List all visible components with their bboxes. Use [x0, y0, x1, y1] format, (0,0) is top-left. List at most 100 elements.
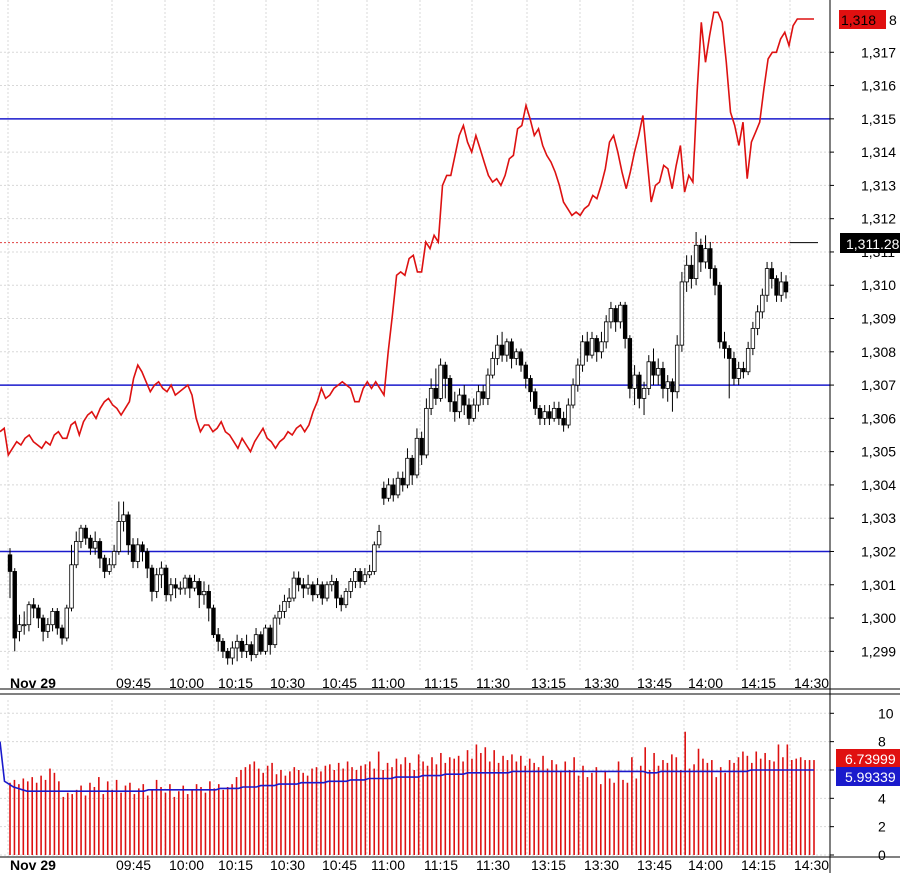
- candle-body[interactable]: [608, 308, 614, 323]
- candle-body[interactable]: [514, 351, 519, 359]
- candle-body[interactable]: [594, 338, 599, 353]
- candle-body[interactable]: [197, 581, 202, 596]
- candle-body[interactable]: [7, 554, 13, 572]
- candle-body[interactable]: [372, 544, 377, 572]
- candle-body[interactable]: [220, 640, 226, 652]
- candle-body[interactable]: [622, 304, 628, 339]
- candle-body[interactable]: [282, 601, 287, 612]
- candle-body[interactable]: [670, 381, 675, 393]
- candle-body[interactable]: [102, 557, 107, 572]
- candle-body[interactable]: [537, 407, 543, 419]
- candle-body[interactable]: [660, 368, 666, 389]
- candle-body[interactable]: [457, 394, 462, 413]
- candle-body[interactable]: [310, 584, 316, 596]
- candle-body[interactable]: [566, 404, 571, 426]
- candle-body[interactable]: [192, 581, 197, 589]
- candle-body[interactable]: [632, 374, 637, 389]
- candle-body[interactable]: [234, 640, 240, 649]
- candle-body[interactable]: [367, 571, 372, 576]
- candle-body[interactable]: [343, 591, 349, 606]
- candle-body[interactable]: [83, 527, 88, 539]
- candle-body[interactable]: [357, 571, 363, 582]
- candle-body[interactable]: [244, 644, 249, 652]
- candle-body[interactable]: [339, 597, 344, 606]
- candle-body[interactable]: [21, 624, 27, 627]
- candle-body[interactable]: [140, 544, 145, 552]
- candle-body[interactable]: [466, 404, 472, 419]
- candle-body[interactable]: [225, 650, 230, 659]
- candle-body[interactable]: [708, 248, 713, 270]
- candle-body[interactable]: [485, 374, 491, 399]
- candle-body[interactable]: [296, 577, 301, 586]
- candle-body[interactable]: [641, 388, 647, 399]
- candle-body[interactable]: [779, 281, 784, 296]
- candle-body[interactable]: [443, 364, 448, 379]
- candle-body[interactable]: [556, 407, 562, 419]
- candle-body[interactable]: [107, 564, 112, 572]
- candle-body[interactable]: [613, 308, 618, 323]
- candle-body[interactable]: [159, 567, 164, 576]
- candle-body[interactable]: [646, 361, 651, 389]
- candle-body[interactable]: [78, 527, 84, 542]
- candle-body[interactable]: [391, 484, 396, 496]
- candle-body[interactable]: [135, 544, 140, 562]
- candle-body[interactable]: [268, 627, 273, 646]
- candle-body[interactable]: [40, 617, 46, 632]
- candle-body[interactable]: [471, 404, 476, 419]
- candle-body[interactable]: [627, 338, 633, 389]
- candle-body[interactable]: [92, 541, 98, 549]
- candle-body[interactable]: [315, 584, 320, 596]
- candle-body[interactable]: [230, 647, 235, 659]
- candle-body[interactable]: [462, 394, 467, 406]
- candle-body[interactable]: [523, 364, 528, 379]
- candle-body[interactable]: [329, 581, 334, 586]
- candle-body[interactable]: [405, 457, 410, 486]
- candle-body[interactable]: [320, 584, 325, 599]
- candle-body[interactable]: [121, 514, 126, 522]
- candle-body[interactable]: [637, 374, 642, 399]
- candle-body[interactable]: [55, 610, 60, 629]
- candle-body[interactable]: [263, 627, 268, 652]
- candle-body[interactable]: [334, 581, 339, 599]
- candle-body[interactable]: [774, 278, 779, 296]
- candle-body[interactable]: [722, 341, 727, 349]
- candle-body[interactable]: [201, 591, 207, 596]
- candle-body[interactable]: [130, 544, 136, 562]
- candle-body[interactable]: [348, 581, 353, 592]
- candle-body[interactable]: [253, 634, 259, 656]
- candle-body[interactable]: [433, 388, 439, 399]
- candle-body[interactable]: [64, 607, 69, 639]
- candle-body[interactable]: [428, 388, 434, 409]
- candle-body[interactable]: [249, 644, 254, 656]
- candle-body[interactable]: [116, 521, 122, 552]
- volume-average-line-path[interactable]: [0, 741, 814, 793]
- candle-body[interactable]: [518, 351, 524, 366]
- candle-body[interactable]: [424, 407, 429, 456]
- candle-body[interactable]: [301, 584, 306, 589]
- candle-body[interactable]: [381, 487, 387, 499]
- candle-body[interactable]: [206, 591, 211, 609]
- candle-body[interactable]: [480, 391, 486, 399]
- candle-body[interactable]: [731, 358, 737, 379]
- candle-body[interactable]: [178, 587, 183, 590]
- candle-body[interactable]: [272, 617, 278, 646]
- candle-body[interactable]: [400, 477, 405, 486]
- candle-body[interactable]: [17, 624, 22, 632]
- candle-body[interactable]: [769, 268, 775, 279]
- candle-body[interactable]: [509, 341, 514, 359]
- candle-body[interactable]: [547, 411, 552, 419]
- candle-body[interactable]: [533, 391, 538, 409]
- candle-body[interactable]: [45, 624, 51, 632]
- candle-body[interactable]: [452, 401, 457, 413]
- candle-body[interactable]: [599, 341, 604, 353]
- candle-body[interactable]: [69, 564, 74, 609]
- candle-body[interactable]: [211, 607, 216, 636]
- candle-body[interactable]: [395, 477, 401, 496]
- candle-body[interactable]: [476, 391, 481, 406]
- candle-body[interactable]: [783, 281, 789, 293]
- candle-body[interactable]: [154, 574, 159, 592]
- candle-body[interactable]: [727, 348, 732, 359]
- candle-body[interactable]: [126, 514, 131, 546]
- candle-body[interactable]: [589, 338, 595, 356]
- candle-body[interactable]: [149, 567, 155, 592]
